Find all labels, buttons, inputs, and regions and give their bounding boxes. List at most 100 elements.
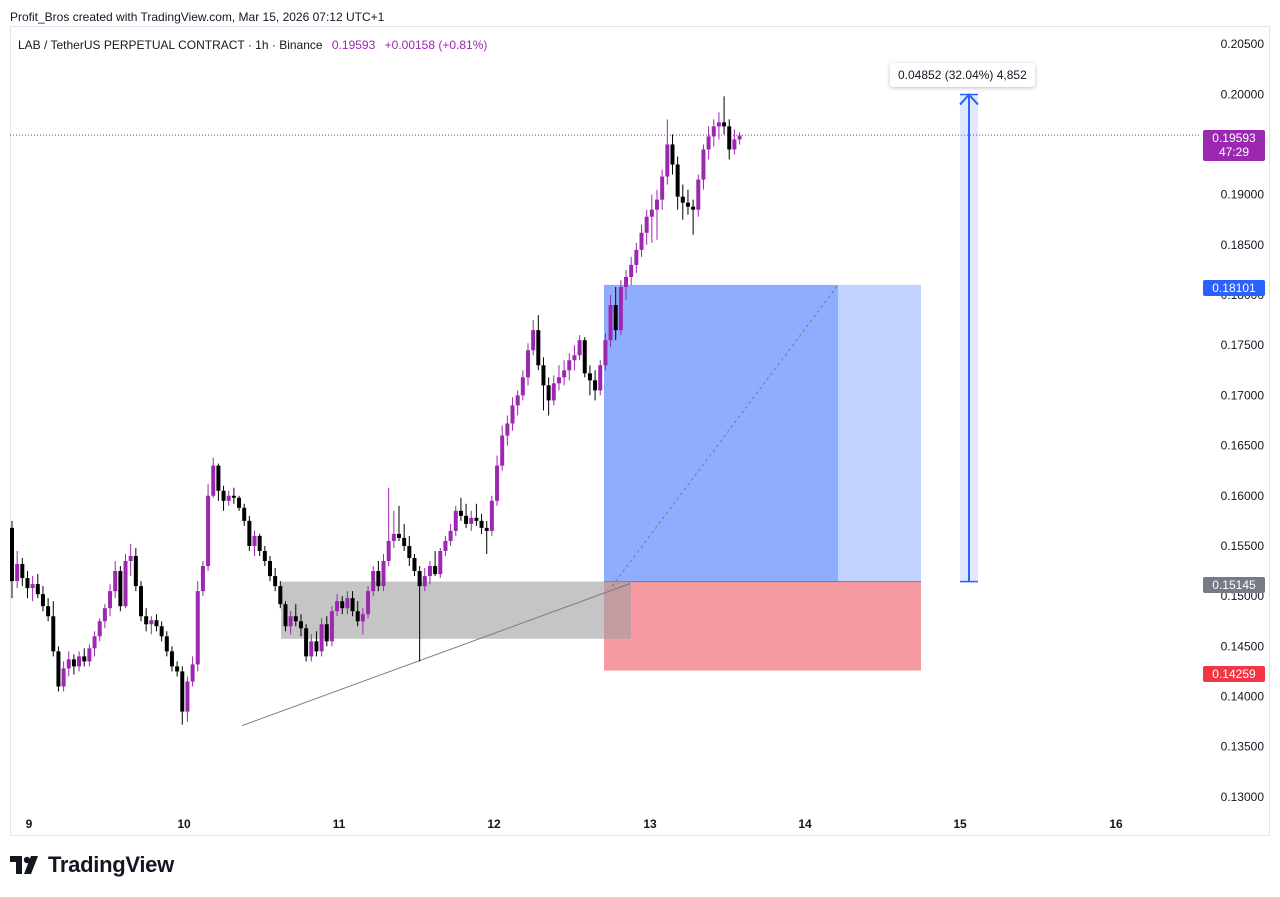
candle — [97, 618, 102, 642]
candle — [216, 463, 221, 501]
candle — [515, 390, 520, 416]
candle — [25, 571, 30, 599]
candle-body — [587, 373, 592, 381]
candle — [649, 194, 654, 243]
candle — [685, 189, 690, 215]
candle — [706, 126, 711, 160]
candle-body — [608, 305, 613, 341]
candle — [319, 618, 324, 657]
candle-body — [603, 340, 608, 366]
candle — [56, 646, 61, 692]
candle-body — [92, 636, 97, 649]
last-price-text: 0.19593 — [331, 38, 376, 52]
candle — [567, 353, 572, 381]
x-tick-label: 15 — [953, 817, 967, 831]
candle-body — [335, 601, 340, 612]
candle-body — [355, 611, 360, 622]
candle-body — [670, 144, 675, 165]
candle-body — [206, 495, 211, 567]
candle — [701, 144, 706, 190]
entry-price-tag: 0.15145 — [1203, 577, 1265, 593]
candle-body — [360, 614, 365, 622]
candle-body — [82, 656, 87, 662]
candle — [298, 614, 303, 637]
last-price-value: 0.19593 — [1212, 131, 1256, 145]
candle — [448, 523, 453, 546]
candle — [629, 256, 634, 285]
candle — [670, 134, 675, 175]
candle — [133, 547, 138, 592]
price-change-text: +0.00158 (+0.81%) — [384, 38, 488, 52]
candle — [479, 513, 484, 534]
candle — [273, 568, 278, 592]
y-tick-label: 0.19000 — [1221, 188, 1265, 202]
candle-body — [309, 641, 314, 657]
candle-body — [546, 385, 551, 401]
x-tick-label: 9 — [26, 817, 33, 831]
consolidation-box — [281, 581, 631, 639]
y-tick-label: 0.16500 — [1221, 439, 1265, 453]
candle — [355, 601, 360, 627]
candle — [691, 199, 696, 235]
candle — [469, 510, 474, 531]
y-tick-label: 0.13500 — [1221, 740, 1265, 754]
candle-body — [510, 405, 515, 424]
candle — [402, 523, 407, 551]
candle — [247, 515, 252, 551]
candle — [458, 497, 463, 521]
candle-body — [340, 601, 345, 609]
candle — [340, 596, 345, 615]
candle-body — [469, 517, 474, 524]
candle-body — [722, 122, 727, 127]
candle-body — [242, 507, 247, 521]
candle-body — [66, 659, 71, 669]
candle — [433, 550, 438, 577]
candle-body — [551, 383, 556, 401]
candle-body — [500, 435, 505, 466]
candle-body — [443, 540, 448, 551]
candle — [526, 343, 530, 386]
candle — [118, 566, 123, 612]
candle-body — [412, 558, 417, 572]
stop-zone — [604, 581, 921, 671]
candle-body — [102, 608, 107, 622]
candle — [366, 586, 371, 619]
chart-area[interactable]: 0.205000.200000.190000.185000.180000.175… — [10, 26, 1270, 836]
candle — [546, 377, 551, 416]
candle-body — [268, 561, 272, 577]
candle — [35, 574, 40, 599]
candle-body — [133, 555, 138, 587]
candle-body — [237, 497, 242, 508]
candle — [226, 490, 231, 506]
tradingview-logo[interactable]: TradingView — [10, 852, 174, 878]
y-tick-label: 0.14000 — [1221, 690, 1265, 704]
price-chart[interactable]: 0.205000.200000.190000.185000.180000.175… — [10, 26, 1270, 836]
candle-body — [46, 606, 51, 617]
candle — [144, 608, 149, 632]
candle — [397, 505, 401, 541]
candle-body — [505, 423, 510, 436]
candle-body — [624, 276, 629, 287]
candle-body — [582, 340, 587, 374]
candle-body — [288, 616, 293, 627]
candle — [175, 661, 180, 677]
candle — [185, 676, 190, 722]
candle — [624, 269, 629, 301]
candle-body — [484, 527, 489, 531]
candle — [510, 397, 515, 431]
candle-body — [123, 561, 128, 607]
candle-body — [526, 350, 530, 378]
candle — [381, 553, 386, 592]
candle-body — [278, 586, 283, 605]
candle-body — [180, 671, 185, 712]
candle-body — [324, 624, 329, 642]
candle — [108, 584, 113, 617]
candle — [190, 656, 195, 687]
y-tick-label: 0.17000 — [1221, 388, 1265, 402]
candle-body — [391, 533, 396, 541]
candle-body — [572, 355, 577, 361]
candle-body — [40, 594, 45, 607]
candle-body — [479, 520, 484, 528]
candle-body — [87, 648, 92, 662]
candle — [639, 224, 644, 257]
